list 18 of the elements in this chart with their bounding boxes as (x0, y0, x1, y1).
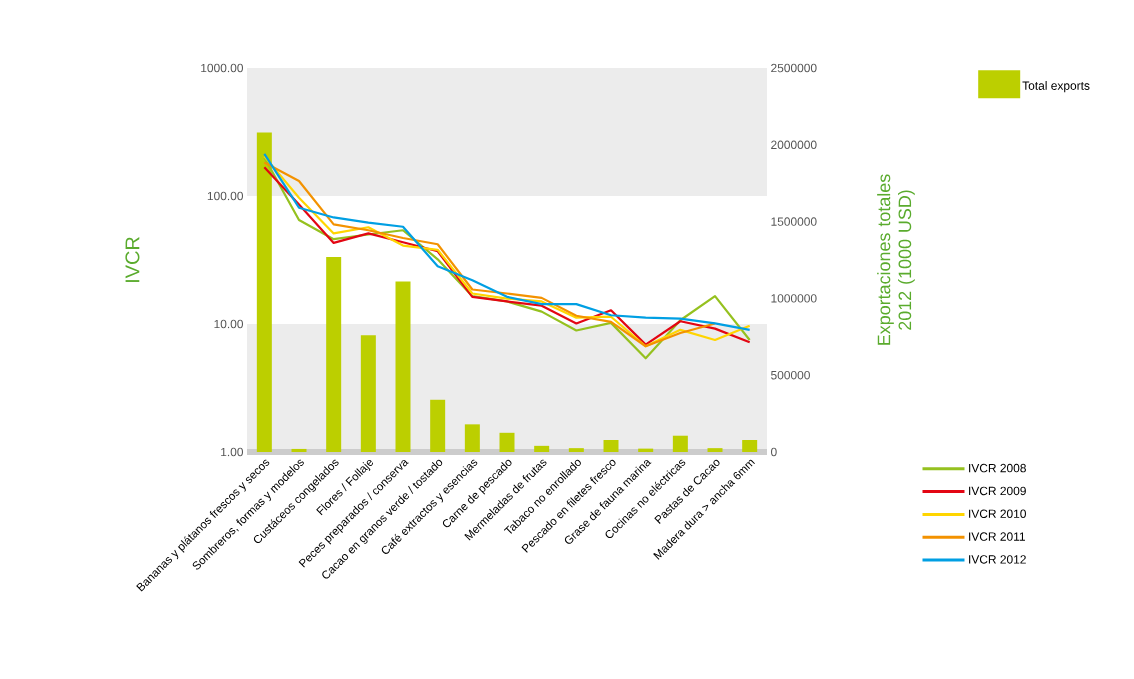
legend-label: IVCR 2011 (969, 532, 1025, 541)
y-tick-label: 10.00 (214, 319, 244, 329)
y2-tick-label: 1500000 (771, 217, 817, 226)
legend-label: IVCR 2009 (969, 486, 1026, 496)
y2-tick-label: 0 (771, 447, 777, 457)
y2-axis-title: Exportaciones totales 2012 (1000 USD) (877, 174, 915, 345)
legend-label: IVCR 2010 (969, 509, 1026, 518)
legend-label: IVCR 2012 (969, 555, 1026, 564)
legend-label: IVCR 2008 (969, 463, 1026, 473)
y-tick-label: 1000.00 (201, 63, 244, 73)
y2-tick-label: 2500000 (771, 63, 817, 73)
y2-tick-label: 2000000 (771, 140, 817, 150)
y-tick-label: 1.00 (221, 447, 244, 457)
legend-label: Total exports (1022, 81, 1090, 93)
y2-tick-label: 500000 (771, 370, 810, 380)
y2-tick-label: 1000000 (771, 294, 817, 303)
y-axis-title: IVCR (125, 237, 140, 282)
y-tick-label: 100.00 (207, 191, 244, 201)
